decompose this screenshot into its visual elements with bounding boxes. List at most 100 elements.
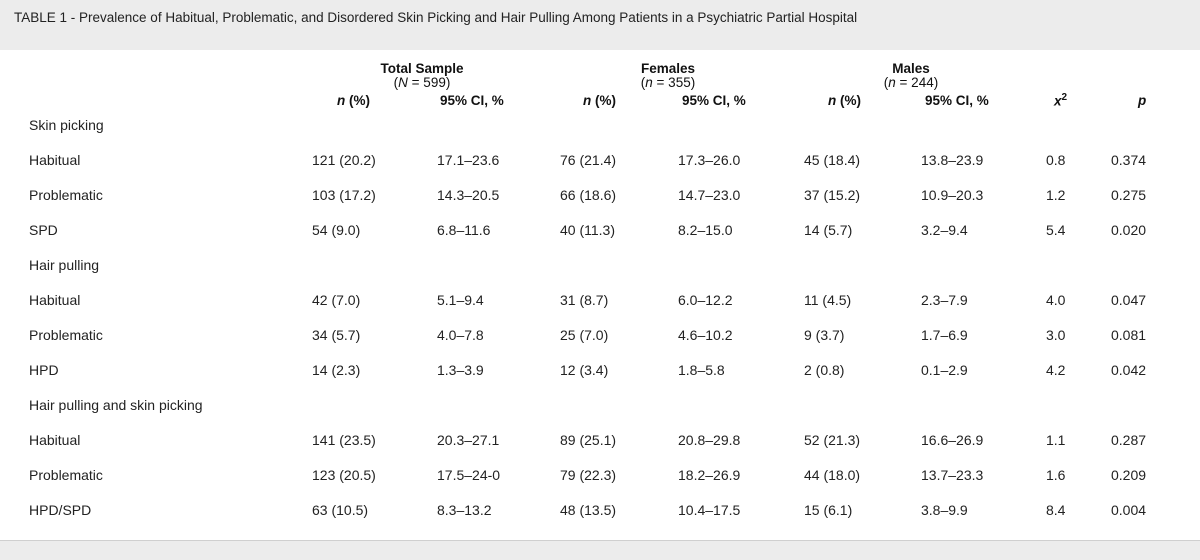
cell-n-females: 79 (22.3)	[560, 467, 617, 483]
cell-ci-males: 0.1–2.9	[921, 362, 968, 378]
cell-chi-square: 1.6	[1046, 467, 1066, 483]
cell-n-males: 37 (15.2)	[804, 187, 861, 203]
caption-bar: TABLE 1 - Prevalence of Habitual, Proble…	[0, 0, 1200, 50]
cell-ci-total: 17.1–23.6	[437, 152, 500, 168]
cell-ci-males: 3.2–9.4	[921, 222, 968, 238]
group-header-females: Females (n = 355)	[583, 62, 753, 90]
cell-n-males: 52 (21.3)	[804, 432, 861, 448]
cell-chi-square: 5.4	[1046, 222, 1066, 238]
cell-chi-square: 0.8	[1046, 152, 1066, 168]
cell-chi-square: 4.0	[1046, 292, 1066, 308]
cell-n-females: 25 (7.0)	[560, 327, 609, 343]
cell-n-females: 31 (8.7)	[560, 292, 609, 308]
subheader-ci-males: 95% CI, %	[925, 93, 989, 108]
cell-n-males: 45 (18.4)	[804, 152, 861, 168]
cell-p: 0.004	[1111, 502, 1147, 518]
cell-p: 0.275	[1111, 187, 1147, 203]
cell-n-females: 76 (21.4)	[560, 152, 617, 168]
cell-ci-total: 14.3–20.5	[437, 187, 500, 203]
cell-chi-square: 1.2	[1046, 187, 1066, 203]
cell-n-total: 42 (7.0)	[312, 292, 361, 308]
section-label-skin-picking: Skin picking	[29, 117, 104, 133]
section-label-hair-pulling: Hair pulling	[29, 257, 100, 273]
group-header-total: Total Sample (N = 599)	[337, 62, 507, 90]
cell-n-total: 63 (10.5)	[312, 502, 369, 518]
cell-ci-males: 1.7–6.9	[921, 327, 968, 343]
cell-n-total: 103 (17.2)	[312, 187, 376, 203]
cell-chi-square: 3.0	[1046, 327, 1066, 343]
group-title-females: Females	[640, 61, 696, 76]
cell-n-females: 40 (11.3)	[560, 222, 615, 238]
cell-n-females: 12 (3.4)	[560, 362, 609, 378]
cell-p: 0.042	[1111, 362, 1147, 378]
cell-n-females: 66 (18.6)	[560, 187, 617, 203]
cell-chi-square: 1.1	[1046, 432, 1066, 448]
group-n-males: (n = 244)	[883, 75, 939, 90]
cell-n-females: 89 (25.1)	[560, 432, 617, 448]
cell-ci-males: 3.8–9.9	[921, 502, 968, 518]
cell-ci-total: 8.3–13.2	[437, 502, 492, 518]
cell-p: 0.287	[1111, 432, 1147, 448]
cell-ci-total: 17.5–24-0	[437, 467, 501, 483]
subheader-n-males: n (%)	[828, 93, 861, 108]
section-label-hair-pulling-and-skin-picking: Hair pulling and skin picking	[29, 397, 203, 413]
group-n-total: (N = 599)	[393, 75, 451, 90]
cell-n-females: 48 (13.5)	[560, 502, 617, 518]
cell-ci-total: 6.8–11.6	[437, 222, 491, 238]
cell-ci-total: 4.0–7.8	[437, 327, 484, 343]
cell-p: 0.020	[1111, 222, 1147, 238]
subheader-n-females: n (%)	[583, 93, 616, 108]
cell-n-total: 123 (20.5)	[312, 467, 376, 483]
row-label: Problematic	[29, 327, 103, 343]
cell-n-males: 15 (6.1)	[804, 502, 853, 518]
subheader-ci-females: 95% CI, %	[682, 93, 746, 108]
cell-chi-square: 4.2	[1046, 362, 1066, 378]
row-label: Problematic	[29, 187, 103, 203]
cell-ci-females: 20.8–29.8	[678, 432, 741, 448]
cell-n-males: 9 (3.7)	[804, 327, 845, 343]
cell-chi-square: 8.4	[1046, 502, 1066, 518]
row-label: Habitual	[29, 152, 81, 168]
cell-ci-males: 16.6–26.9	[921, 432, 984, 448]
cell-n-total: 121 (20.2)	[312, 152, 376, 168]
row-label: Problematic	[29, 467, 103, 483]
row-label: Habitual	[29, 432, 81, 448]
subheader-n-total: n (%)	[337, 93, 370, 108]
group-n-females: (n = 355)	[640, 75, 696, 90]
cell-n-males: 11 (4.5)	[804, 292, 852, 308]
cell-n-total: 54 (9.0)	[312, 222, 361, 238]
cell-ci-females: 4.6–10.2	[678, 327, 733, 343]
cell-ci-males: 10.9–20.3	[921, 187, 984, 203]
subheader-chi-square: x2	[1054, 92, 1068, 109]
cell-ci-females: 14.7–23.0	[678, 187, 741, 203]
group-title-total: Total Sample	[380, 61, 464, 76]
cell-n-males: 2 (0.8)	[804, 362, 845, 378]
cell-ci-females: 17.3–26.0	[678, 152, 741, 168]
cell-p: 0.047	[1111, 292, 1147, 308]
cell-ci-total: 20.3–27.1	[437, 432, 500, 448]
table-caption: TABLE 1 - Prevalence of Habitual, Proble…	[14, 10, 858, 25]
cell-p: 0.374	[1111, 152, 1147, 168]
subheader-p: p	[1138, 93, 1147, 108]
row-label: HPD/SPD	[29, 502, 92, 518]
group-header-males: Males (n = 244)	[826, 62, 996, 90]
cell-n-males: 14 (5.7)	[804, 222, 853, 238]
row-label: HPD	[29, 362, 59, 378]
row-label: SPD	[29, 222, 58, 238]
cell-n-males: 44 (18.0)	[804, 467, 861, 483]
cell-ci-males: 2.3–7.9	[921, 292, 968, 308]
group-title-males: Males	[892, 61, 930, 76]
cell-p: 0.209	[1111, 467, 1147, 483]
cell-ci-females: 1.8–5.8	[678, 362, 725, 378]
cell-n-total: 141 (23.5)	[312, 432, 376, 448]
cell-ci-total: 5.1–9.4	[437, 292, 484, 308]
cell-ci-females: 18.2–26.9	[678, 467, 741, 483]
cell-ci-females: 10.4–17.5	[678, 502, 741, 518]
cell-ci-females: 8.2–15.0	[678, 222, 733, 238]
footer-bar	[0, 540, 1200, 560]
cell-ci-males: 13.8–23.9	[921, 152, 984, 168]
cell-ci-females: 6.0–12.2	[678, 292, 733, 308]
cell-p: 0.081	[1111, 327, 1147, 343]
cell-ci-total: 1.3–3.9	[437, 362, 484, 378]
cell-n-total: 34 (5.7)	[312, 327, 361, 343]
